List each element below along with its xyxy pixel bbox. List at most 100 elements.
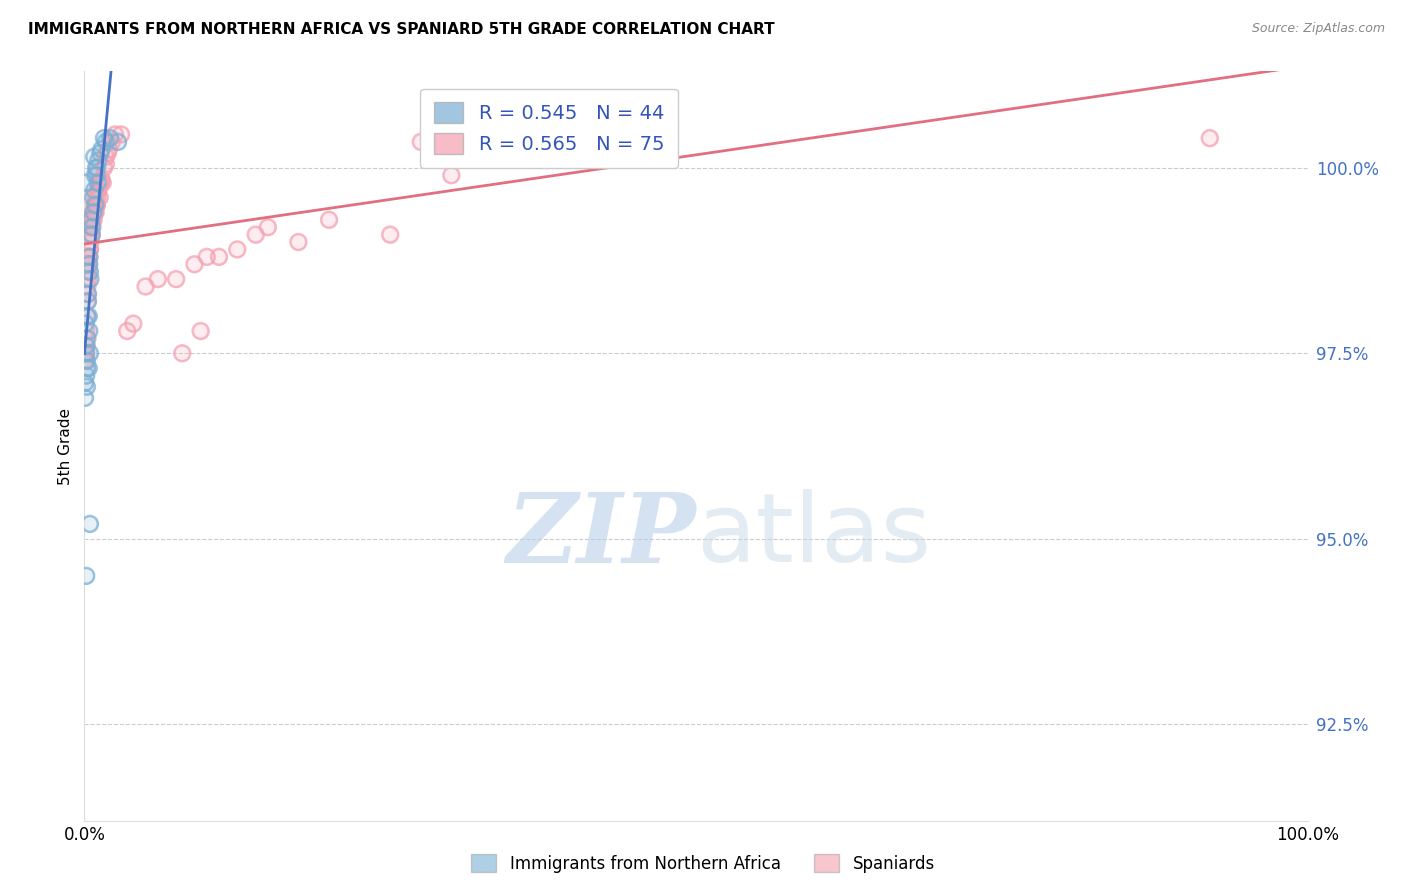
Point: [79, 243, 101, 257]
Point: [115, 324, 138, 338]
Point: [98, 131, 121, 145]
Point: [89, 145, 111, 160]
Point: [79, 516, 101, 531]
Point: [77, 250, 100, 264]
Point: [86, 168, 108, 182]
Point: [76, 331, 98, 345]
Point: [80, 220, 103, 235]
Point: [76, 279, 98, 293]
Point: [89, 176, 111, 190]
Point: [75, 569, 97, 583]
Point: [75, 317, 97, 331]
Point: [75, 346, 97, 360]
Point: [624, 131, 647, 145]
Point: [89, 145, 111, 160]
Point: [135, 279, 157, 293]
Point: [79, 346, 101, 360]
Point: [75, 324, 97, 338]
Point: [75, 176, 97, 190]
Point: [83, 205, 105, 219]
Point: [83, 198, 105, 212]
Point: [75, 368, 97, 383]
Point: [80, 220, 103, 235]
Point: [245, 227, 267, 242]
Point: [208, 250, 231, 264]
Point: [75, 176, 97, 190]
Point: [624, 131, 647, 145]
Point: [87, 183, 110, 197]
Point: [77, 309, 100, 323]
Point: [79, 243, 101, 257]
Point: [226, 243, 249, 257]
Point: [77, 272, 100, 286]
Point: [77, 257, 100, 271]
Point: [75, 346, 97, 360]
Point: [77, 324, 100, 338]
Point: [80, 220, 103, 235]
Point: [82, 212, 104, 227]
Point: [87, 153, 110, 168]
Point: [110, 128, 132, 142]
Point: [77, 265, 100, 279]
Point: [90, 172, 112, 186]
Text: Source: ZipAtlas.com: Source: ZipAtlas.com: [1251, 22, 1385, 36]
Point: [77, 287, 100, 301]
Point: [101, 135, 124, 149]
Point: [531, 138, 554, 153]
Point: [84, 205, 107, 219]
Point: [83, 190, 105, 204]
Point: [79, 265, 101, 279]
Point: [86, 161, 108, 175]
Point: [94, 135, 117, 149]
Point: [146, 272, 169, 286]
Point: [80, 220, 103, 235]
Point: [80, 212, 103, 227]
Point: [90, 142, 112, 156]
Point: [98, 131, 121, 145]
Point: [115, 324, 138, 338]
Point: [82, 190, 104, 204]
Point: [76, 294, 98, 309]
Point: [82, 190, 104, 204]
Point: [318, 212, 340, 227]
Point: [77, 257, 100, 271]
Point: [75, 339, 97, 353]
Point: [80, 227, 103, 242]
Point: [91, 176, 114, 190]
Point: [77, 272, 100, 286]
Point: [82, 220, 104, 235]
Point: [94, 150, 117, 164]
Point: [77, 287, 100, 301]
Point: [76, 279, 98, 293]
Point: [190, 324, 212, 338]
Point: [104, 128, 127, 142]
Point: [83, 198, 105, 212]
Point: [79, 516, 101, 531]
Point: [94, 150, 117, 164]
Point: [80, 227, 103, 242]
Point: [84, 198, 107, 212]
Point: [76, 379, 98, 393]
Point: [183, 257, 205, 271]
Point: [79, 227, 101, 242]
Point: [76, 379, 98, 393]
Point: [75, 569, 97, 583]
Point: [208, 250, 231, 264]
Legend: Immigrants from Northern Africa, Spaniards: Immigrants from Northern Africa, Spaniar…: [465, 847, 941, 880]
Point: [183, 257, 205, 271]
Legend: R = 0.545   N = 44, R = 0.565   N = 75: R = 0.545 N = 44, R = 0.565 N = 75: [420, 88, 678, 168]
Point: [502, 135, 524, 149]
Point: [107, 135, 129, 149]
Point: [79, 235, 101, 249]
Point: [80, 227, 103, 242]
Point: [77, 361, 100, 376]
Point: [79, 265, 101, 279]
Point: [86, 198, 108, 212]
Point: [97, 142, 120, 156]
Point: [122, 317, 145, 331]
Point: [75, 346, 97, 360]
Point: [318, 212, 340, 227]
Point: [75, 324, 97, 338]
Point: [75, 368, 97, 383]
Point: [76, 309, 98, 323]
